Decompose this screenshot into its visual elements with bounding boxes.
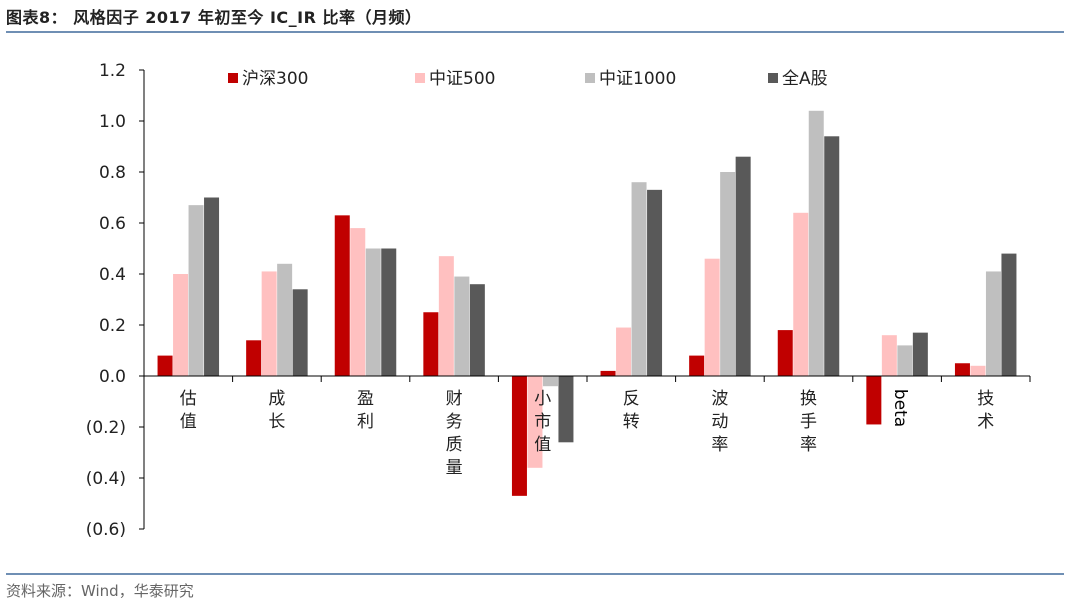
bar — [292, 289, 308, 376]
bar — [157, 355, 173, 376]
bar — [600, 370, 616, 376]
bar — [616, 327, 632, 376]
bar — [808, 110, 824, 377]
bar — [912, 332, 928, 376]
bar — [689, 355, 705, 376]
bar — [720, 172, 736, 376]
top-divider — [6, 31, 1064, 33]
bar — [381, 248, 397, 376]
bar — [261, 271, 277, 376]
y-tick-label: 0.0 — [99, 367, 126, 387]
bar — [365, 248, 381, 376]
bar — [438, 256, 454, 376]
bottom-divider — [6, 573, 1064, 575]
bar — [954, 363, 970, 376]
y-axis: 1.2 1.0 0.8 0.6 0.4 0.2 0.0 (0.2) (0.4) (0.6) — [86, 61, 145, 540]
x-tick-label: 换手率 — [800, 389, 817, 455]
bar — [527, 376, 543, 468]
bars — [157, 110, 1017, 496]
x-tick-label: 小市值 — [534, 389, 551, 455]
bar — [647, 189, 663, 376]
x-tick-label: 成长 — [268, 389, 285, 432]
bar — [793, 212, 809, 376]
bar — [558, 376, 574, 443]
legend-label: 中证500 — [429, 69, 495, 89]
x-axis: 估值 成长 盈利 财务质量 小市值 反转 波动率 换手率 beta 技术 — [143, 375, 1031, 478]
x-tick-label: 估值 — [180, 389, 197, 432]
legend-swatch — [585, 73, 595, 83]
bar — [631, 182, 647, 376]
bar — [777, 330, 793, 376]
bar — [204, 197, 220, 376]
y-tick-label: 1.0 — [99, 112, 126, 132]
legend: 沪深300 中证500 中证1000 全A股 — [228, 69, 828, 89]
legend-label: 中证1000 — [599, 69, 676, 89]
y-tick-label: 0.6 — [99, 214, 126, 234]
legend-label: 全A股 — [782, 69, 828, 89]
bar — [970, 365, 986, 376]
x-tick-label: 反转 — [623, 389, 640, 432]
bar — [511, 376, 527, 496]
y-tick-label: 0.4 — [99, 265, 126, 285]
x-tick-label: 财务质量 — [446, 389, 463, 478]
y-tick-label: 0.2 — [99, 316, 126, 336]
y-tick-label: (0.2) — [86, 418, 126, 438]
bar — [542, 376, 558, 387]
bar — [423, 312, 439, 376]
bar — [735, 156, 751, 376]
y-tick-label: (0.6) — [86, 520, 126, 540]
y-tick-label: (0.4) — [86, 469, 126, 489]
bar — [454, 276, 470, 376]
bar — [897, 345, 913, 376]
source-note: 资料来源：Wind，华泰研究 — [6, 582, 194, 600]
bar — [334, 215, 350, 376]
bar — [1001, 253, 1017, 376]
x-tick-label: 波动率 — [711, 389, 728, 455]
bar — [881, 335, 897, 376]
bar — [188, 205, 204, 376]
bar — [277, 263, 293, 376]
legend-swatch — [415, 73, 425, 83]
legend-label: 沪深300 — [242, 69, 308, 89]
bar — [824, 136, 840, 376]
legend-swatch — [228, 73, 238, 83]
legend-swatch — [768, 73, 778, 83]
bar — [704, 258, 720, 376]
bar — [985, 271, 1001, 376]
y-tick-label: 0.8 — [99, 163, 126, 183]
x-tick-label: 盈利 — [357, 389, 374, 432]
bar — [350, 228, 366, 376]
x-tick-label: 技术 — [977, 389, 994, 432]
figure-title: 图表8： 风格因子 2017 年初至今 IC_IR 比率（月频） — [6, 8, 422, 27]
x-tick-label: beta — [890, 389, 910, 427]
bar-chart: 1.2 1.0 0.8 0.6 0.4 0.2 0.0 (0.2) (0.4) (0.6) 估值 成… — [86, 61, 1031, 540]
y-tick-label: 1.2 — [99, 61, 126, 81]
bar — [173, 274, 189, 376]
bar — [866, 376, 882, 425]
bar — [469, 284, 485, 376]
bar — [246, 340, 262, 376]
